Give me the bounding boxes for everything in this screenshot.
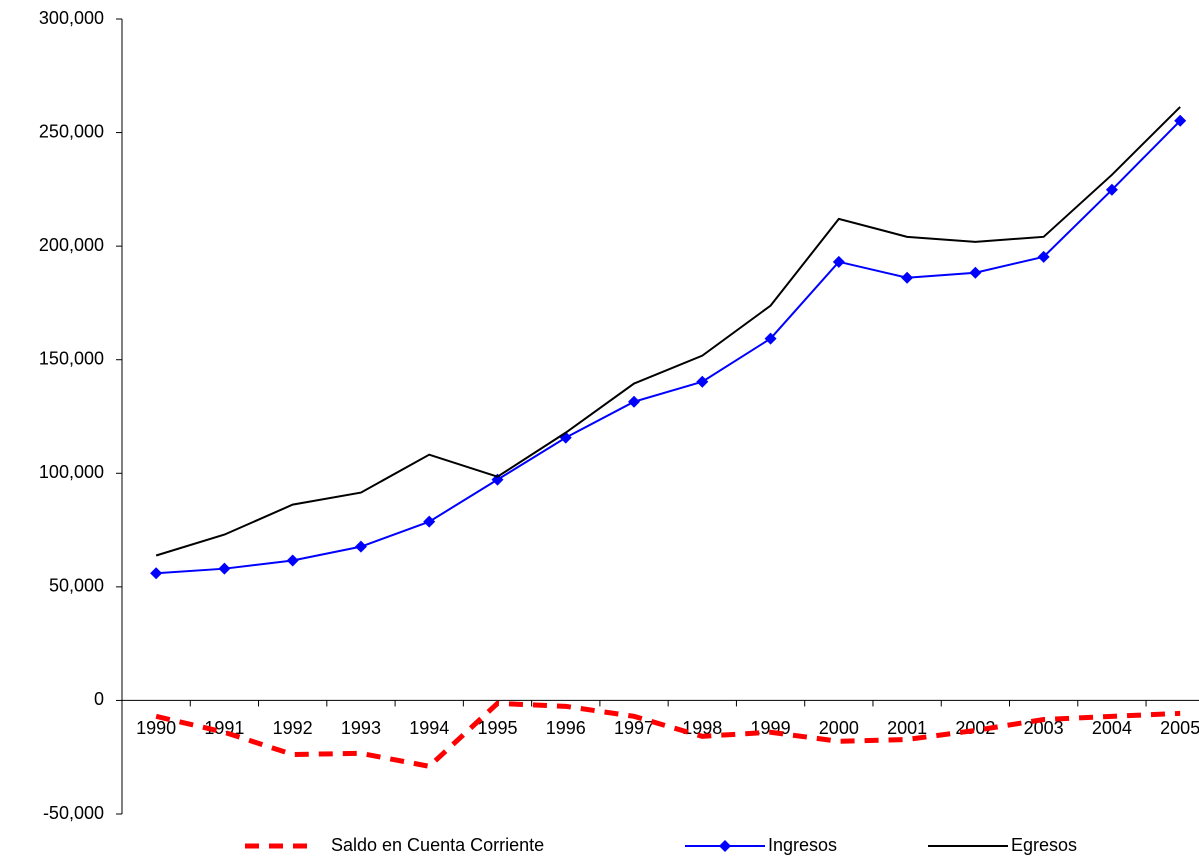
data-point xyxy=(901,271,914,284)
x-tick-label: 1995 xyxy=(477,718,517,738)
data-point xyxy=(286,554,299,567)
data-point xyxy=(1174,114,1187,127)
legend-label: Ingresos xyxy=(768,835,837,855)
data-point xyxy=(832,255,845,268)
y-tick-label: 0 xyxy=(94,689,104,709)
x-tick-label: 1994 xyxy=(409,718,449,738)
x-tick-label: 2000 xyxy=(819,718,859,738)
y-tick-label: -50,000 xyxy=(43,803,104,823)
y-tick-label: 50,000 xyxy=(49,576,104,596)
x-tick-label: 1997 xyxy=(614,718,654,738)
x-tick-label: 2005 xyxy=(1160,718,1199,738)
x-tick-label: 1996 xyxy=(546,718,586,738)
data-point xyxy=(354,540,367,553)
data-point xyxy=(696,375,709,388)
legend-label: Saldo en Cuenta Corriente xyxy=(331,835,544,855)
data-point xyxy=(628,395,641,408)
data-point xyxy=(1105,183,1118,196)
legend-marker xyxy=(719,840,731,852)
y-tick-label: 150,000 xyxy=(39,348,104,368)
y-tick-label: 300,000 xyxy=(39,8,104,28)
data-point xyxy=(969,266,982,279)
legend-label: Egresos xyxy=(1011,835,1077,855)
data-point xyxy=(423,515,436,528)
x-tick-label: 1992 xyxy=(273,718,313,738)
y-tick-label: 100,000 xyxy=(39,462,104,482)
x-tick-label: 2004 xyxy=(1092,718,1132,738)
x-tick-label: 2001 xyxy=(887,718,927,738)
x-tick-label: 1998 xyxy=(682,718,722,738)
y-tick-label: 250,000 xyxy=(39,121,104,141)
x-tick-label: 1990 xyxy=(136,718,176,738)
data-point xyxy=(218,562,231,575)
series-line xyxy=(155,106,1181,557)
data-point xyxy=(150,567,163,580)
y-tick-label: 200,000 xyxy=(39,235,104,255)
x-tick-label: 1993 xyxy=(341,718,381,738)
series-line xyxy=(156,120,1181,575)
series-line xyxy=(155,700,1181,769)
data-point xyxy=(764,332,777,345)
data-point xyxy=(1037,250,1050,263)
